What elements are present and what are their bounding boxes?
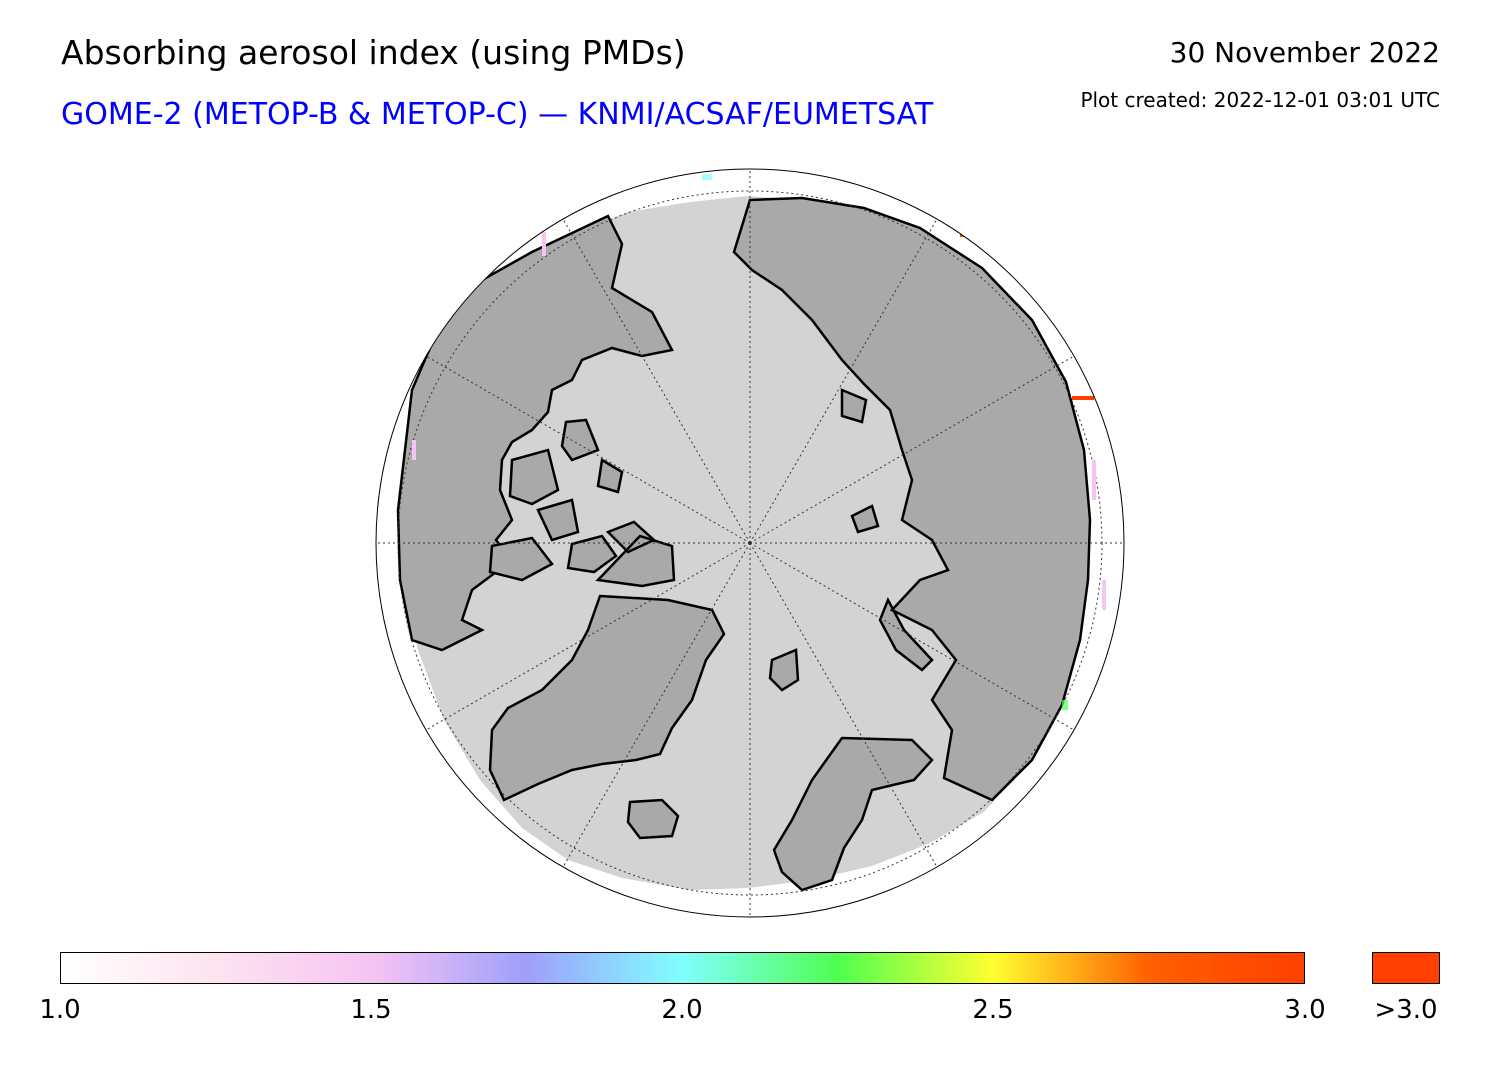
- land-svalbard: [768, 648, 800, 692]
- plot-date: 30 November 2022: [1169, 36, 1440, 69]
- land-greenland: [488, 594, 726, 802]
- colorbar-over-label: >3.0: [1374, 995, 1438, 1025]
- plot-created: Plot created: 2022-12-01 03:01 UTC: [1080, 88, 1440, 112]
- colorbar-tick-3-0: 3.0: [1284, 995, 1326, 1025]
- land-novaya-zemlya: [878, 597, 934, 672]
- land-arctic-islands: [488, 418, 676, 588]
- polar-map: [375, 168, 1125, 918]
- colorbar-tick-2-0: 2.0: [661, 995, 703, 1025]
- colorbar-over-box: [1372, 952, 1440, 984]
- land-siberia: [732, 196, 1092, 802]
- colorbar-tick-1-0: 1.0: [39, 995, 81, 1025]
- land-taymyr-islands: [840, 388, 880, 534]
- land-iceland: [626, 798, 680, 840]
- colorbar-tick-1-5: 1.5: [350, 995, 392, 1025]
- land-north-america: [396, 214, 674, 652]
- plot-title: Absorbing aerosol index (using PMDs): [61, 33, 686, 72]
- map-border: [375, 168, 1125, 918]
- plot-subtitle: GOME-2 (METOP-B & METOP-C) — KNMI/ACSAF/…: [61, 97, 934, 132]
- colorbar: [60, 952, 1305, 984]
- colorbar-tick-2-5: 2.5: [972, 995, 1014, 1025]
- graticule: [376, 169, 1124, 917]
- land-scandinavia: [772, 736, 934, 892]
